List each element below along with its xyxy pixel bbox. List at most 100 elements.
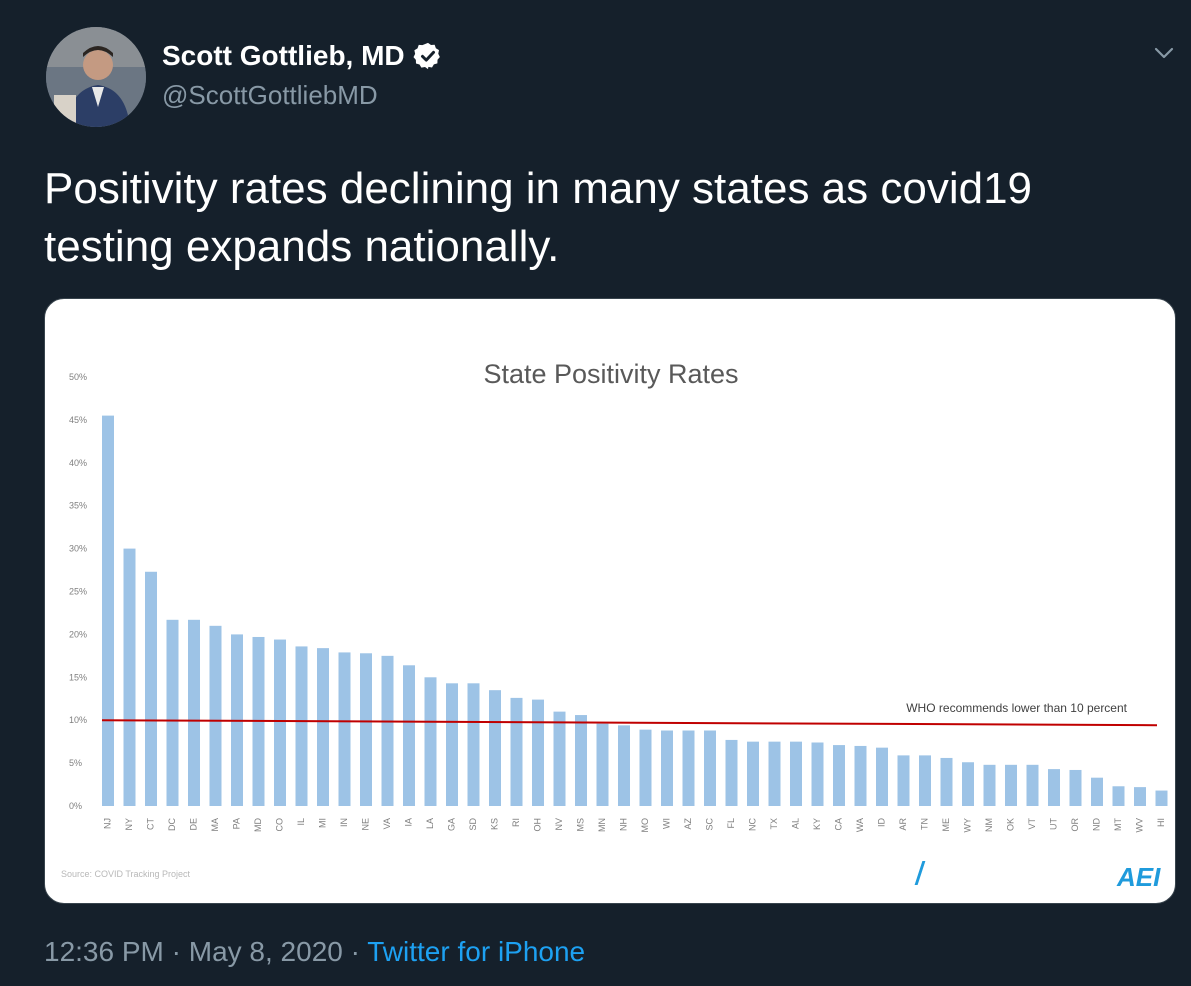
x-tick-label: SC (704, 818, 714, 831)
x-tick-label: MI (317, 818, 327, 828)
bar (1134, 787, 1146, 806)
x-tick-label: WY (962, 818, 972, 833)
bar (381, 655, 394, 806)
aei-logo: AEI (914, 861, 1161, 892)
tweet-client-link[interactable]: Twitter for iPhone (367, 936, 586, 967)
bar (553, 711, 566, 806)
tweet-date[interactable]: May 8, 2020 (188, 936, 343, 967)
x-tick-label: FL (726, 818, 736, 829)
y-tick-label: 0% (69, 801, 82, 811)
bar (725, 739, 738, 806)
bar (897, 755, 910, 806)
threshold-line (101, 719, 1158, 727)
bar (317, 648, 329, 806)
x-tick-label: MT (1113, 818, 1123, 831)
x-tick-label: WV (1134, 818, 1144, 833)
chart-title: State Positivity Rates (483, 359, 738, 389)
bar (704, 730, 716, 806)
y-tick-label: 15% (69, 672, 87, 682)
bar (962, 762, 974, 806)
bar (360, 653, 372, 806)
y-axis-ticks: 0% 5% 10% 15% 20% 25% 30% 35% 40% 45% 50% (69, 372, 87, 811)
y-tick-label: 40% (69, 458, 87, 468)
x-tick-label: IA (403, 818, 413, 827)
y-tick-label: 25% (69, 587, 87, 597)
author-name[interactable]: Scott Gottlieb, MD (162, 40, 405, 71)
y-tick-label: 5% (69, 758, 82, 768)
aei-logo-text: AEI (1116, 862, 1161, 892)
bar (1026, 764, 1039, 806)
x-tick-label: CO (274, 818, 284, 832)
x-tick-label: HI (1156, 818, 1166, 827)
verified-badge-icon (413, 42, 440, 70)
x-tick-label: CA (833, 818, 843, 831)
x-tick-label: TN (919, 818, 929, 830)
x-tick-label: GA (446, 818, 456, 831)
tweet-text: Positivity rates declining in many state… (44, 164, 1033, 271)
x-tick-label: NE (360, 818, 370, 831)
x-tick-label: NV (554, 818, 564, 831)
bar (575, 715, 587, 806)
bar (274, 639, 286, 806)
x-tick-label: DC (167, 818, 177, 831)
tweet-media-chart[interactable]: State Positivity Rates 0% 5% 10% 15% 20% 25% 3… (44, 298, 1176, 904)
x-tick-label: SD (468, 818, 478, 831)
bar (747, 741, 759, 806)
x-tick-label: IN (339, 818, 349, 827)
bar (467, 683, 480, 806)
x-tick-label: ID (876, 817, 886, 827)
x-axis-labels: NJ NY CT DC DE MA PA MD CO IL MI IN NE VA IA LA GA SD KS RI… (102, 817, 1166, 833)
bar (166, 619, 179, 806)
y-tick-label: 45% (69, 415, 87, 425)
bar (618, 725, 630, 806)
x-tick-label: OK (1005, 818, 1015, 831)
bar (338, 652, 351, 806)
x-tick-label: ME (941, 818, 951, 832)
chevron-down-icon[interactable] (1146, 38, 1182, 68)
bar (833, 745, 845, 806)
x-tick-label: WI (661, 818, 671, 829)
bar (661, 730, 673, 806)
x-tick-label: CT (145, 818, 155, 830)
x-tick-label: KY (812, 818, 822, 830)
x-tick-label: DE (188, 818, 198, 831)
x-tick-label: AR (898, 818, 908, 831)
author-handle[interactable]: @ScottGottliebMD (162, 80, 378, 110)
bar (102, 415, 114, 806)
y-tick-label: 20% (69, 629, 87, 639)
bar (940, 757, 953, 806)
author-name-row: Scott Gottlieb, MD (162, 40, 443, 72)
x-tick-label: RI (511, 818, 521, 827)
bar (123, 548, 136, 806)
tweet-time[interactable]: 12:36 PM (44, 936, 164, 967)
chart-source: Source: COVID Tracking Project (61, 869, 191, 879)
threshold-label: WHO recommends lower than 10 percent (906, 701, 1127, 715)
bar (1112, 786, 1125, 806)
x-tick-label: TX (769, 818, 779, 830)
x-tick-label: NJ (102, 818, 112, 829)
bar (639, 729, 652, 806)
bar (919, 755, 931, 806)
x-tick-label: MS (575, 818, 585, 832)
bar (403, 665, 415, 806)
bar (876, 747, 888, 806)
avatar[interactable] (46, 27, 146, 127)
x-tick-label: ND (1091, 818, 1101, 831)
bar (295, 646, 308, 806)
bar (1069, 769, 1082, 806)
y-tick-label: 30% (69, 544, 87, 554)
avatar-image (46, 27, 146, 127)
x-tick-label: VA (382, 818, 392, 829)
bar (1091, 777, 1103, 806)
x-tick-label: LA (425, 818, 435, 829)
bar (790, 741, 802, 806)
x-tick-label: WA (855, 818, 865, 832)
bar (682, 730, 695, 806)
x-tick-label: NY (124, 818, 134, 831)
tweet-footer: 12:36 PM · May 8, 2020 · Twitter for iPh… (44, 936, 585, 968)
separator: · (342, 936, 368, 967)
bar (1005, 764, 1017, 806)
x-tick-label: KS (489, 818, 499, 830)
y-tick-label: 50% (69, 372, 87, 382)
